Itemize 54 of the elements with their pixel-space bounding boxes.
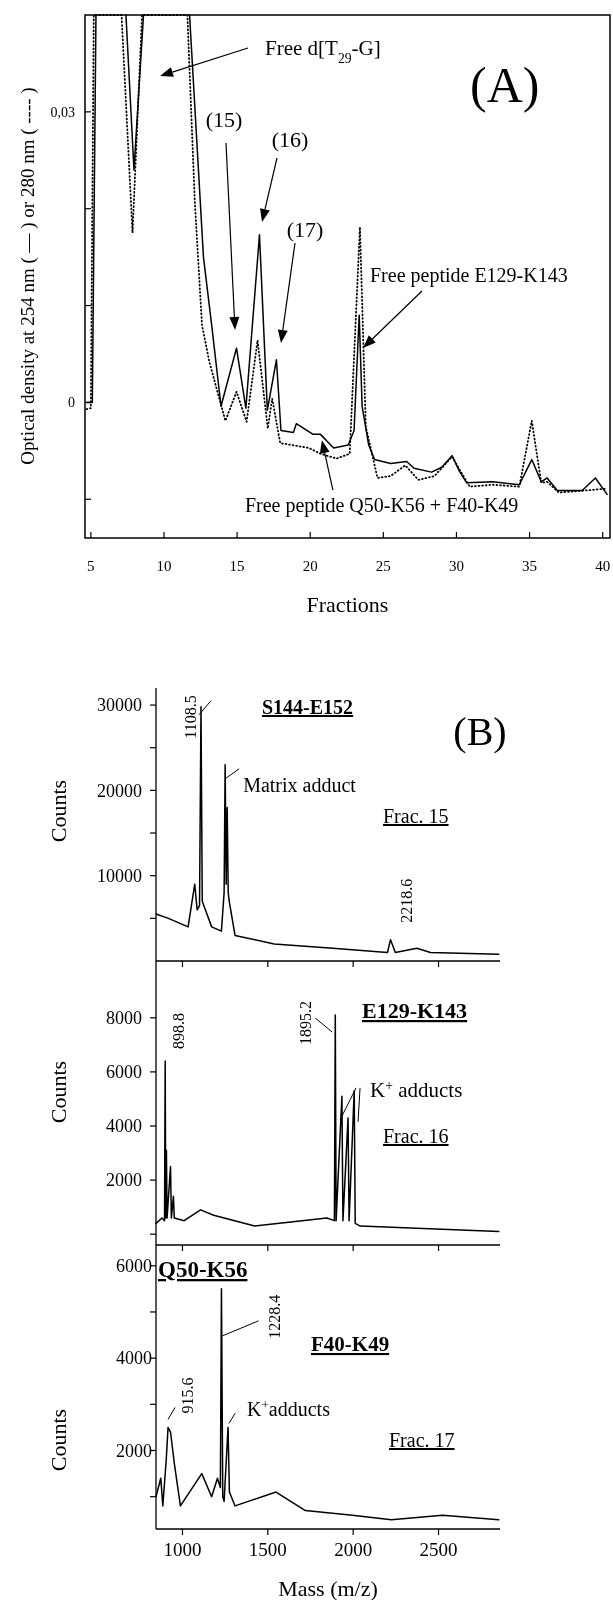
annotation: (15) [205,107,243,132]
annotation: 1228.4 [266,1294,284,1339]
annotation: K$^{+}$adducts [247,1396,331,1421]
y-tick-label: 6000 [106,1062,142,1083]
annotation: F40-K49 [311,1332,390,1356]
annotation: Free peptide E129-K143 [370,264,568,287]
y-tick-label: 0 [68,395,75,411]
y-tick-label: 6000 [116,1256,152,1277]
x-tick-label: 25 [375,558,391,574]
annotation: Frac. 15 [383,805,449,827]
y-tick-label: 2000 [106,1170,142,1191]
x-axis-title: Mass (m/z) [278,1576,378,1600]
y-tick-label: 0,03 [50,104,75,120]
y-axis-title: Optical density at 254 nm ( — ) or 280 nm ( ---- ) [17,87,39,465]
y-tick-label: 30000 [97,695,142,716]
y-tick-label: 10000 [97,865,142,886]
annotation: (17) [286,217,324,242]
y-tick-label: 4000 [106,1116,142,1137]
annotation: 898.8 [170,1013,188,1050]
annotation: 1108.5 [181,695,199,739]
annotation: E129-K143 [362,998,468,1023]
annotation: 1895.2 [297,1001,315,1046]
x-tick-label: 15 [229,558,245,574]
x-tick-label: 1000 [163,1539,202,1560]
annotation: S144-E152 [262,696,354,718]
annotation: Q50-K56 [158,1257,248,1282]
annotation: (A) [470,57,540,113]
y-tick-label: 8000 [106,1008,142,1029]
x-tick-label: 40 [595,558,611,574]
annotation: Free peptide Q50-K56 + F40-K49 [244,494,519,518]
x-axis-title: Fractions [306,592,389,617]
annotation: K$^{+}$ adducts [370,1077,463,1102]
y-axis-title: Counts [46,1408,71,1472]
annotation: Frac. 16 [383,1125,449,1147]
annotation: (16) [271,127,309,152]
x-tick-label: 10 [156,558,172,574]
y-axis-title: Counts [46,1060,71,1124]
x-tick-label: 35 [522,558,538,574]
x-tick-label: 5 [87,558,95,574]
x-tick-label: 1500 [248,1539,287,1560]
annotation: (B) [453,709,507,754]
y-tick-label: 2000 [116,1440,152,1461]
annotation: 2218.6 [397,878,415,923]
annotation: 915.6 [179,1377,197,1414]
x-tick-label: 2500 [419,1539,458,1560]
annotation: Free d[T$_{29}$-G] [265,36,381,66]
x-tick-label: 2000 [334,1539,373,1560]
annotation: Matrix adduct [243,773,357,796]
x-tick-label: 30 [448,558,464,574]
y-axis-title: Counts [46,779,71,843]
annotation: Frac. 17 [389,1429,455,1451]
y-tick-label: 20000 [97,780,142,801]
x-tick-label: 20 [302,558,318,574]
y-tick-label: 4000 [116,1348,152,1369]
